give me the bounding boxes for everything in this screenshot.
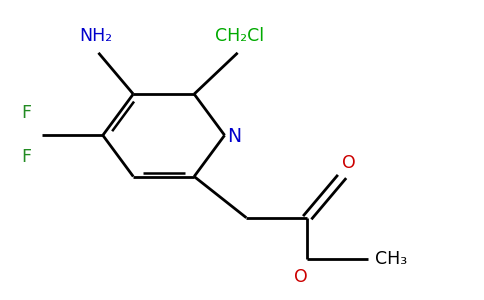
Text: F: F	[21, 148, 31, 166]
Text: N: N	[227, 127, 241, 146]
Text: CH₃: CH₃	[375, 250, 407, 268]
Text: F: F	[21, 104, 31, 122]
Text: O: O	[294, 268, 308, 286]
Text: NH₂: NH₂	[80, 28, 113, 46]
Text: CH₂Cl: CH₂Cl	[215, 28, 264, 46]
Text: O: O	[342, 154, 355, 172]
